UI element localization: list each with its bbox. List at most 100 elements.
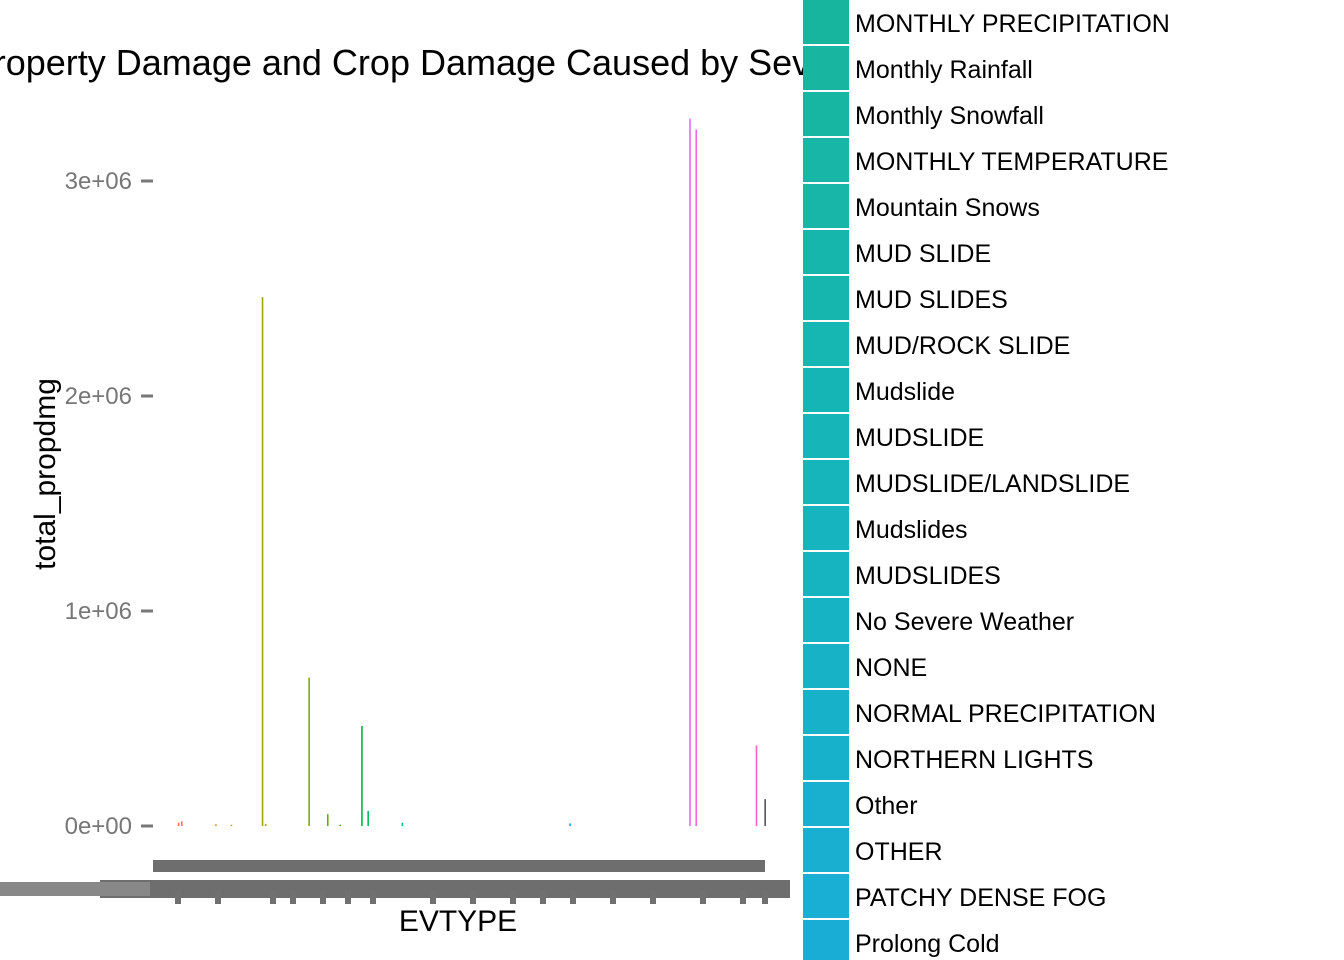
bar — [339, 824, 341, 826]
legend: MONTHLY PRECIPITATION Monthly Rainfall Mon… — [803, 0, 1344, 960]
bar — [755, 745, 758, 826]
legend-item: Prolong Cold — [803, 920, 1344, 960]
x-tick-label-fragment — [700, 890, 706, 904]
legend-item: MUDSLIDE/LANDSLIDE — [803, 460, 1344, 506]
legend-key-swatch — [803, 552, 849, 598]
legend-item: MONTHLY PRECIPITATION — [803, 0, 1344, 46]
legend-item: MUD/ROCK SLIDE — [803, 322, 1344, 368]
legend-label: MUD SLIDES — [855, 286, 1008, 314]
x-tick-label-fragment — [430, 890, 436, 904]
legend-key-swatch — [803, 598, 849, 644]
x-tick-label-fragment — [370, 890, 376, 904]
legend-item: Monthly Rainfall — [803, 46, 1344, 92]
legend-key-swatch — [803, 276, 849, 322]
x-tick-label-fragment — [610, 890, 616, 904]
legend-key-swatch — [803, 782, 849, 828]
legend-label: Monthly Rainfall — [855, 56, 1033, 84]
bar — [180, 821, 183, 826]
legend-label: Mudslides — [855, 516, 968, 544]
bars-layer — [177, 118, 766, 827]
legend-label: MUDSLIDE/LANDSLIDE — [855, 470, 1131, 498]
x-tick-label-fragment — [215, 890, 221, 904]
y-tick-label: 3e+06 — [65, 168, 132, 195]
legend-label: Other — [855, 792, 918, 820]
legend-item: MONTHLY TEMPERATURE — [803, 138, 1344, 184]
legend-label: No Severe Weather — [855, 608, 1075, 636]
x-tick-label-fragment — [650, 890, 656, 904]
legend-label: Prolong Cold — [855, 930, 1000, 958]
legend-item: PATCHY DENSE FOG — [803, 874, 1344, 920]
legend-label: OTHER — [855, 838, 943, 866]
bar — [261, 297, 264, 827]
bar — [695, 129, 698, 826]
legend-key-swatch — [803, 230, 849, 276]
bar — [401, 822, 404, 826]
x-tick-label-fragment — [510, 890, 516, 904]
x-tick-label-fragment — [470, 890, 476, 904]
y-tick-label: 2e+06 — [65, 383, 132, 410]
bar — [764, 799, 766, 826]
legend-key-swatch — [803, 874, 849, 920]
legend-item: NONE — [803, 644, 1344, 690]
bar — [308, 677, 310, 826]
legend-label: MONTHLY TEMPERATURE — [855, 148, 1169, 176]
legend-key-swatch — [803, 322, 849, 368]
legend-label: NORTHERN LIGHTS — [855, 746, 1094, 774]
legend-key-swatch — [803, 184, 849, 230]
legend-label: MUDSLIDES — [855, 562, 1001, 590]
legend-item: MUDSLIDE — [803, 414, 1344, 460]
x-tick-label-fragment — [290, 890, 296, 904]
x-tick-labels-dense-left — [0, 882, 150, 896]
legend-item: Other — [803, 782, 1344, 828]
legend-key-swatch — [803, 138, 849, 184]
legend-key-swatch — [803, 414, 849, 460]
bar — [326, 814, 329, 826]
legend-item: OTHER — [803, 828, 1344, 874]
bar — [689, 118, 691, 826]
legend-item: NORTHERN LIGHTS — [803, 736, 1344, 782]
legend-item: Mudslides — [803, 506, 1344, 552]
legend-key-swatch — [803, 690, 849, 736]
legend-label: MUD SLIDE — [855, 240, 992, 268]
legend-item: MUDSLIDES — [803, 552, 1344, 598]
legend-key-swatch — [803, 736, 849, 782]
bar — [361, 726, 363, 826]
x-axis-tick-labels — [0, 860, 790, 904]
legend-key-swatch — [803, 506, 849, 552]
legend-item: Mountain Snows — [803, 184, 1344, 230]
legend-label: Mudslide — [855, 378, 956, 406]
legend-label: Monthly Snowfall — [855, 102, 1044, 130]
y-tick-label: 1e+06 — [65, 598, 132, 625]
legend-key-swatch — [803, 46, 849, 92]
legend-key-swatch — [803, 460, 849, 506]
x-tick-label-fragment — [345, 890, 351, 904]
x-tick-label-fragment — [740, 890, 746, 904]
x-tick-marks-dense — [153, 860, 765, 872]
bar — [569, 823, 571, 826]
legend-key-swatch — [803, 368, 849, 414]
legend-item: No Severe Weather — [803, 598, 1344, 644]
legend-item: NORMAL PRECIPITATION — [803, 690, 1344, 736]
x-axis-title: EVTYPE — [399, 905, 517, 938]
legend-label: MUD/ROCK SLIDE — [855, 332, 1071, 360]
chart-plot: Property Damage and Crop Damage Caused b… — [0, 42, 803, 938]
x-tick-label-fragment — [570, 890, 576, 904]
chart-title: Property Damage and Crop Damage Caused b… — [0, 42, 803, 83]
legend-key-swatch — [803, 92, 849, 138]
x-tick-label-fragment — [320, 890, 326, 904]
legend-label: NORMAL PRECIPITATION — [855, 700, 1156, 728]
legend-item: Monthly Snowfall — [803, 92, 1344, 138]
bar — [264, 823, 267, 826]
x-tick-labels-dense — [100, 880, 790, 898]
x-tick-label-fragment — [762, 890, 768, 904]
x-tick-label-fragment — [270, 890, 276, 904]
y-tick-label: 0e+00 — [65, 813, 132, 840]
legend-label: Mountain Snows — [855, 194, 1040, 222]
legend-label: PATCHY DENSE FOG — [855, 884, 1107, 912]
legend-label: MONTHLY PRECIPITATION — [855, 10, 1170, 38]
y-axis: 0e+00 1e+06 2e+06 3e+06 — [65, 168, 153, 840]
legend-key-swatch — [803, 920, 849, 960]
x-tick-label-fragment — [175, 890, 181, 904]
legend-key-swatch — [803, 828, 849, 874]
legend-label: NONE — [855, 654, 928, 682]
